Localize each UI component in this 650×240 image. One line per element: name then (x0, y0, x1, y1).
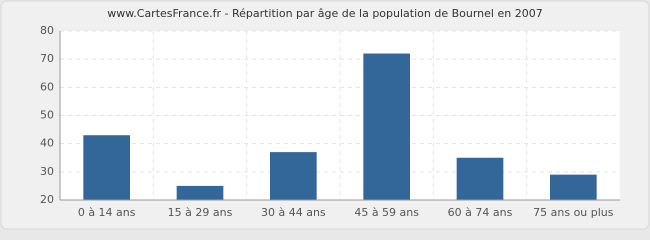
y-tick-label: 50 (40, 109, 54, 122)
x-tick-label: 0 à 14 ans (78, 206, 136, 219)
page: www.CartesFrance.fr - Répartition par âg… (0, 0, 650, 230)
bar (456, 157, 504, 200)
bar (270, 152, 317, 200)
y-tick-label: 70 (40, 52, 54, 65)
chart: www.CartesFrance.fr - Répartition par âg… (0, 0, 650, 230)
bar (176, 185, 224, 200)
bar (363, 53, 410, 201)
y-tick-label: 60 (40, 80, 54, 93)
chart-title: www.CartesFrance.fr - Répartition par âg… (107, 7, 542, 20)
y-tick-label: 40 (40, 137, 54, 150)
y-tick-label: 30 (40, 165, 54, 178)
bar (83, 135, 130, 200)
x-tick-label: 45 à 59 ans (354, 206, 419, 219)
y-tick-label: 20 (40, 193, 54, 206)
x-tick-label: 75 ans ou plus (533, 206, 614, 219)
y-tick-label: 80 (40, 24, 54, 37)
bar (550, 174, 597, 200)
x-tick-label: 30 à 44 ans (261, 206, 326, 219)
x-tick-label: 15 à 29 ans (168, 206, 233, 219)
x-tick-label: 60 à 74 ans (448, 206, 513, 219)
